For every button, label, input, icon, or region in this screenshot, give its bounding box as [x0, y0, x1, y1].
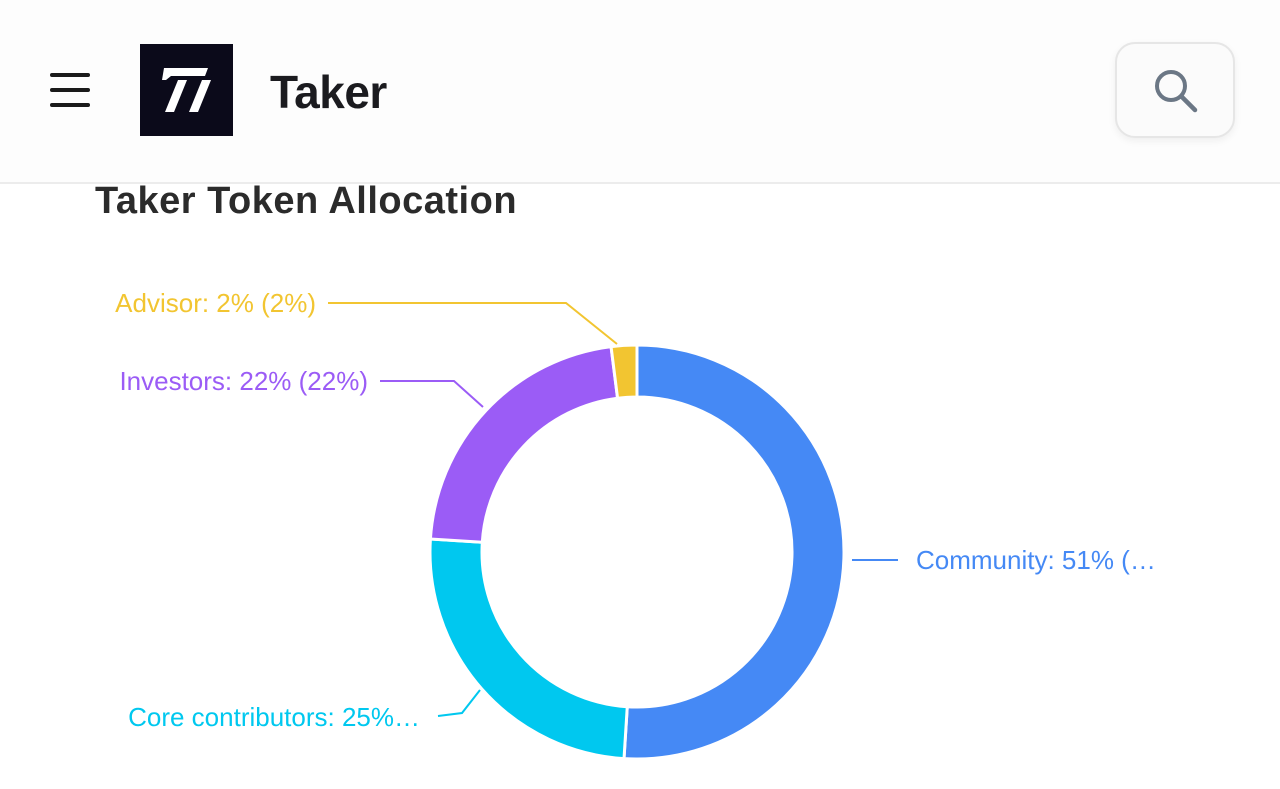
menu-bar — [50, 103, 90, 107]
slice-core-contributors[interactable] — [428, 537, 629, 761]
slice-investors[interactable] — [428, 344, 620, 544]
menu-icon[interactable] — [40, 60, 100, 120]
taker-logo-icon[interactable] — [140, 44, 233, 136]
slice-label: Investors: 22% (22%) — [119, 366, 368, 396]
label-leader-line — [437, 689, 481, 717]
menu-bar — [50, 73, 90, 77]
app-header: Taker — [0, 0, 1280, 184]
slice-community[interactable] — [622, 343, 846, 761]
page-title: Taker Token Allocation — [95, 180, 518, 222]
label-leader-line — [328, 302, 618, 345]
slice-label: Advisor: 2% (2%) — [115, 288, 316, 318]
search-icon — [1155, 70, 1198, 113]
slice-advisor[interactable] — [609, 343, 639, 400]
label-leader-line — [380, 380, 484, 408]
search-button[interactable] — [1115, 42, 1235, 138]
slice-label: Community: 51% (… — [916, 545, 1156, 575]
brand-name[interactable]: Taker — [270, 66, 387, 118]
slice-label: Core contributors: 25%… — [128, 702, 420, 732]
menu-bar — [50, 88, 90, 92]
